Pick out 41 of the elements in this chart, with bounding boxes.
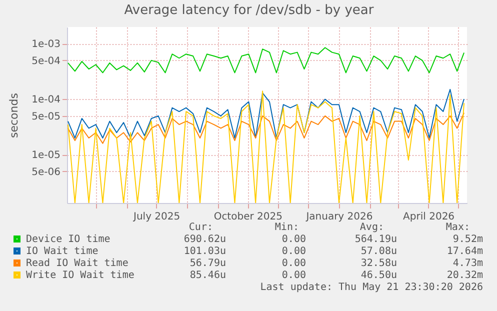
- y-tick-label: 5e-05: [32, 111, 60, 122]
- x-tick-label: January 2026: [305, 212, 373, 222]
- y-tick-label: 5e-04: [32, 56, 60, 67]
- text: Last update: Thu May 21 23:30:20 2026: [260, 282, 483, 294]
- y-tick-label: 1e-03: [32, 39, 60, 50]
- text: 101.03u: [184, 246, 226, 258]
- text: 56.79u: [190, 258, 226, 270]
- text: Min:: [274, 222, 299, 234]
- x-tick-label: July 2025: [132, 212, 180, 222]
- line-series: [67, 90, 465, 203]
- text: Cur:: [188, 222, 213, 234]
- text: 0.00: [282, 246, 306, 258]
- text: 0.00: [282, 258, 306, 270]
- line-series: [67, 88, 465, 139]
- text: 4.73m: [452, 258, 483, 270]
- text: 20.32m: [446, 270, 483, 282]
- legend-label: Device IO time: [26, 234, 110, 245]
- line-series: [67, 112, 465, 144]
- x-tick-label: April 2026: [403, 212, 455, 222]
- y-tick-label: 1e-04: [32, 94, 60, 106]
- text: 46.50u: [360, 270, 397, 282]
- text: 9.52m: [452, 234, 483, 246]
- legend-label: Write IO Wait time: [26, 270, 134, 281]
- text: Max:: [446, 222, 470, 234]
- line-series: [67, 47, 465, 74]
- text: Avg:: [360, 222, 384, 234]
- y-axis-title: seconds: [8, 92, 21, 138]
- legend-label: Read IO Wait time: [26, 258, 128, 269]
- y-tick-label: 5e-06: [32, 166, 60, 178]
- text: 690.62u: [184, 234, 226, 246]
- text: 32.58u: [360, 258, 397, 270]
- text: 85.46u: [190, 270, 226, 282]
- text: 0.00: [282, 234, 306, 246]
- text: 17.64m: [446, 246, 483, 258]
- text: 0.00: [282, 270, 306, 282]
- y-tick-label: 1e-05: [32, 150, 60, 162]
- chart-title: Average latency for /dev/sdb - by year: [124, 3, 374, 18]
- text: 564.19u: [354, 234, 397, 246]
- text: 57.08u: [360, 246, 397, 258]
- x-tick-label: October 2025: [214, 212, 282, 222]
- legend-label: IO Wait time: [26, 246, 98, 257]
